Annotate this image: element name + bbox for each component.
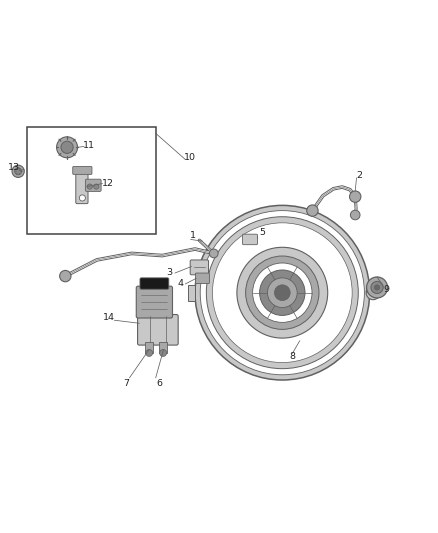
Circle shape xyxy=(212,223,352,362)
Bar xyxy=(159,343,167,353)
FancyBboxPatch shape xyxy=(73,166,92,174)
Circle shape xyxy=(60,270,71,282)
Circle shape xyxy=(350,191,361,203)
Circle shape xyxy=(253,263,312,322)
Circle shape xyxy=(159,350,166,357)
Circle shape xyxy=(246,256,319,329)
FancyBboxPatch shape xyxy=(140,278,169,289)
FancyBboxPatch shape xyxy=(76,169,88,204)
Bar xyxy=(27,127,155,234)
Circle shape xyxy=(195,205,370,380)
FancyBboxPatch shape xyxy=(190,260,208,275)
Circle shape xyxy=(268,278,297,308)
Circle shape xyxy=(200,211,364,375)
Text: 14: 14 xyxy=(103,313,115,322)
Text: 13: 13 xyxy=(8,163,20,172)
Text: 1: 1 xyxy=(190,231,196,240)
Text: 12: 12 xyxy=(102,179,114,188)
Circle shape xyxy=(237,247,328,338)
Text: 3: 3 xyxy=(166,268,173,277)
Text: 5: 5 xyxy=(260,228,266,237)
Text: 9: 9 xyxy=(384,285,390,294)
Text: 11: 11 xyxy=(83,141,95,150)
Circle shape xyxy=(57,137,78,158)
Circle shape xyxy=(366,286,380,300)
Circle shape xyxy=(14,168,21,175)
Circle shape xyxy=(87,184,92,189)
Text: 2: 2 xyxy=(357,171,363,180)
Circle shape xyxy=(307,205,318,216)
Circle shape xyxy=(371,281,383,294)
Text: 10: 10 xyxy=(184,154,196,162)
Circle shape xyxy=(94,184,99,189)
Circle shape xyxy=(12,165,24,177)
Text: 4: 4 xyxy=(177,279,183,288)
Circle shape xyxy=(275,285,290,301)
Bar xyxy=(145,343,153,353)
Circle shape xyxy=(350,210,360,220)
Circle shape xyxy=(79,195,85,201)
Circle shape xyxy=(260,270,305,316)
Text: 7: 7 xyxy=(123,378,129,387)
Circle shape xyxy=(146,350,152,357)
FancyBboxPatch shape xyxy=(243,234,258,245)
Circle shape xyxy=(367,277,388,298)
FancyBboxPatch shape xyxy=(85,179,101,191)
Circle shape xyxy=(61,141,73,154)
Circle shape xyxy=(374,285,380,290)
FancyBboxPatch shape xyxy=(136,286,173,318)
FancyBboxPatch shape xyxy=(195,273,209,284)
FancyBboxPatch shape xyxy=(138,314,178,345)
Text: 8: 8 xyxy=(290,352,295,361)
Text: 6: 6 xyxy=(156,378,162,387)
Bar xyxy=(188,285,195,301)
Circle shape xyxy=(209,249,218,258)
Circle shape xyxy=(206,217,358,369)
